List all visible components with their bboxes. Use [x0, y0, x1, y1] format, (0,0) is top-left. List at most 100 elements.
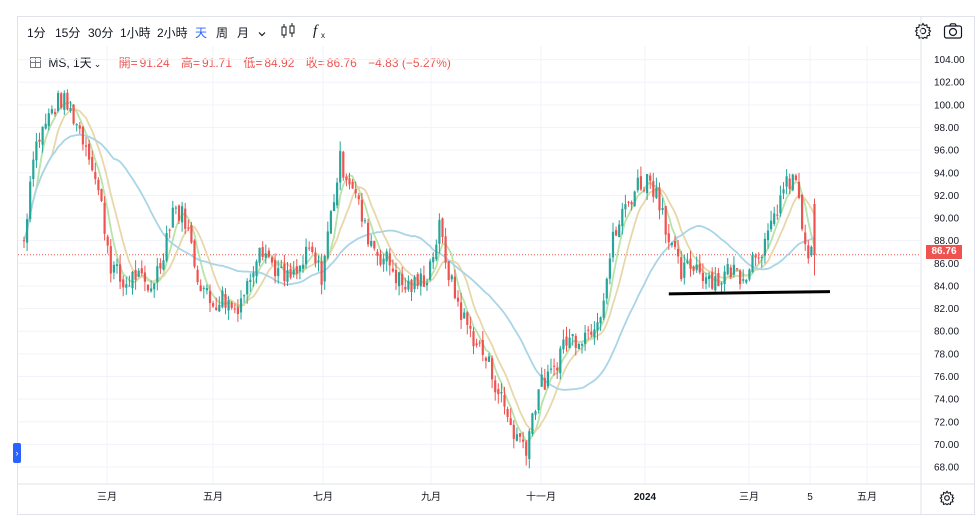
candle-body	[401, 273, 404, 286]
candle-body	[159, 263, 162, 269]
price-tick-label: 78.00	[934, 349, 959, 360]
candle-body	[441, 218, 444, 237]
timeframe-week[interactable]: 周	[216, 26, 229, 40]
candle-body	[357, 195, 360, 200]
candle-body	[494, 380, 497, 393]
candle-body	[531, 413, 534, 434]
candle-body	[314, 252, 317, 264]
candle-body	[246, 281, 249, 295]
candle-body	[692, 266, 695, 271]
candle-body	[509, 418, 512, 425]
candle-body	[283, 263, 286, 282]
candle-body	[308, 247, 311, 249]
timeframe-1h[interactable]: 1小時	[120, 26, 151, 40]
candle-body	[456, 297, 460, 302]
candle-body	[745, 279, 748, 283]
candle-body	[57, 93, 60, 111]
candle-body	[388, 253, 391, 266]
candle-body	[230, 302, 233, 308]
candle-body	[466, 312, 469, 325]
timeframe-1m[interactable]: 1分	[27, 26, 46, 40]
chevron-down-icon[interactable]	[258, 25, 266, 43]
price-tick-label: 88.00	[934, 236, 959, 247]
timeframe-month[interactable]: 月	[237, 26, 250, 40]
chevron-down-icon[interactable]: ⌄	[93, 59, 102, 69]
candle-body	[84, 145, 88, 147]
candle-body	[435, 244, 438, 260]
candle-body	[655, 187, 658, 199]
timeframe-2h[interactable]: 2小時	[157, 26, 188, 40]
price-tick-label: 90.00	[934, 214, 959, 225]
candle-body	[274, 259, 277, 277]
timeframe-15m[interactable]: 15分	[55, 26, 81, 40]
camera-icon[interactable]	[943, 22, 963, 45]
candle-body	[444, 236, 447, 263]
timeframe-30m[interactable]: 30分	[88, 26, 114, 40]
side-panel-toggle[interactable]: ›	[13, 443, 21, 463]
candle-body	[794, 175, 797, 181]
candle-body	[32, 159, 35, 180]
candle-body	[301, 264, 305, 269]
candle-body	[481, 339, 484, 355]
candle-body	[615, 230, 618, 236]
candle-body	[367, 222, 370, 245]
candle-body	[320, 261, 323, 285]
candle-body	[119, 264, 122, 282]
candle-body	[202, 287, 205, 289]
candle-body	[292, 269, 295, 275]
candle-body	[562, 339, 565, 350]
candle-body	[122, 279, 125, 288]
price-tick-label: 94.00	[934, 168, 959, 179]
time-tick-label: 5	[807, 492, 813, 503]
candle-body	[742, 279, 745, 281]
candle-body	[670, 243, 673, 246]
candle-body	[797, 181, 801, 198]
candle-body	[305, 246, 308, 265]
candle-body	[38, 139, 41, 142]
price-tick-label: 82.00	[934, 304, 959, 315]
candle-body	[103, 202, 106, 234]
candle-body	[701, 272, 704, 282]
candle-body	[546, 371, 549, 387]
candle-body	[574, 335, 577, 348]
price-tick-label: 84.00	[934, 281, 959, 292]
candle-body	[174, 207, 177, 209]
gear-icon[interactable]	[914, 22, 932, 45]
candle-body	[329, 211, 332, 234]
candle-body	[348, 178, 351, 185]
candle-body	[689, 258, 692, 269]
candle-body	[143, 272, 146, 282]
candle-body	[162, 260, 165, 270]
candle-body	[677, 248, 680, 257]
candle-body	[652, 181, 655, 197]
candle-body	[779, 195, 782, 214]
axis-settings-gear-icon[interactable]	[939, 490, 955, 511]
candle-body	[791, 174, 794, 191]
candle-body	[363, 220, 367, 222]
candle-body	[208, 291, 212, 304]
candle-body	[370, 241, 373, 247]
candle-body	[649, 175, 652, 181]
candle-body	[624, 204, 627, 210]
candle-body	[41, 126, 44, 145]
candle-body	[63, 93, 66, 110]
candle-body	[342, 151, 345, 178]
candle-body	[602, 300, 605, 318]
candle-body	[258, 247, 261, 263]
candlestick-icon[interactable]	[280, 22, 296, 45]
time-tick-label: 十一月	[526, 490, 556, 503]
candle-body	[100, 189, 103, 201]
candle-body	[593, 329, 596, 338]
moving-average-line-30	[23, 133, 815, 391]
time-tick-label: 五月	[857, 491, 877, 503]
grid-icon[interactable]	[30, 56, 41, 71]
candle-body	[289, 268, 292, 278]
price-tick-label: 76.00	[934, 372, 959, 383]
candle-body	[422, 275, 425, 287]
candle-body	[91, 157, 94, 171]
timeframe-day[interactable]: 天	[195, 26, 208, 40]
candle-body	[739, 270, 742, 285]
price-tick-label: 104.00	[934, 55, 965, 66]
